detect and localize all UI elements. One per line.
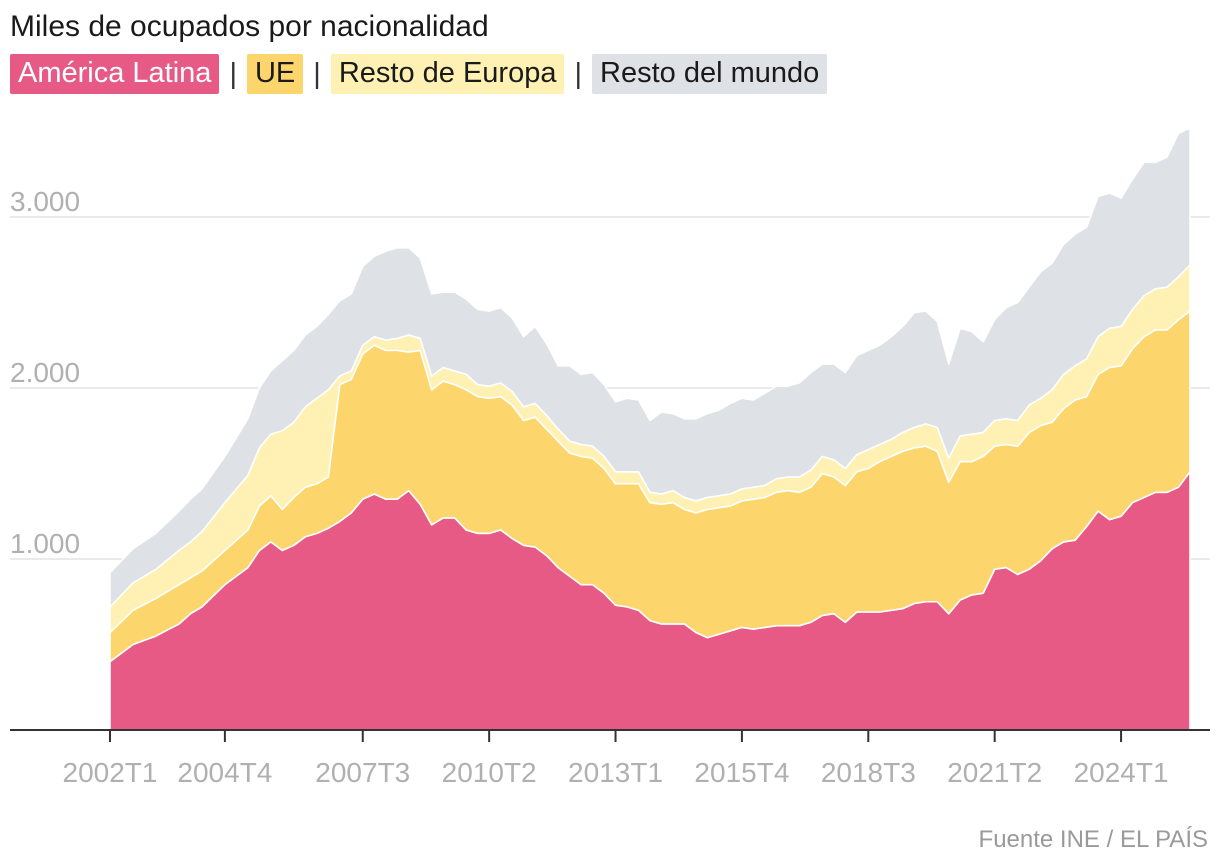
y-axis-ticks: 1.000 2.000 3.000 (10, 186, 80, 559)
x-tick-label: 2018T3 (821, 757, 916, 788)
legend-item-america-latina: América Latina (10, 54, 220, 94)
x-tick-label: 2002T1 (63, 757, 158, 788)
x-tick-label: 2015T4 (694, 757, 789, 788)
x-tick-label: 2004T4 (177, 757, 272, 788)
legend-separator: | (574, 57, 583, 90)
legend-item-resto-de-europa: Resto de Europa (330, 54, 565, 94)
source-note: Fuente INE / EL PAÍS (978, 826, 1208, 853)
x-tick-label: 2024T1 (1074, 757, 1169, 788)
y-tick-label: 1.000 (10, 528, 80, 559)
legend-item-ue: UE (246, 54, 304, 94)
legend: América Latina | UE | Resto de Europa | … (10, 54, 828, 94)
legend-separator: | (229, 57, 237, 90)
x-axis-ticks: 2002T1 2004T4 2007T3 2010T2 2013T1 2015T4 2018… (63, 730, 1169, 788)
y-tick-label: 3.000 (10, 186, 80, 217)
x-tick-label: 2013T1 (568, 757, 663, 788)
area-series (109, 127, 1191, 731)
y-tick-label: 2.000 (10, 357, 80, 388)
x-tick-label: 2007T3 (315, 757, 410, 788)
area-resto-del-mundo (109, 127, 1191, 608)
x-tick-label: 2021T2 (947, 757, 1042, 788)
x-tick-label: 2010T2 (442, 757, 537, 788)
chart-title: Miles de ocupados por nacionalidad (10, 10, 489, 43)
legend-item-resto-del-mundo: Resto del mundo (592, 54, 828, 94)
legend-separator: | (313, 57, 321, 90)
